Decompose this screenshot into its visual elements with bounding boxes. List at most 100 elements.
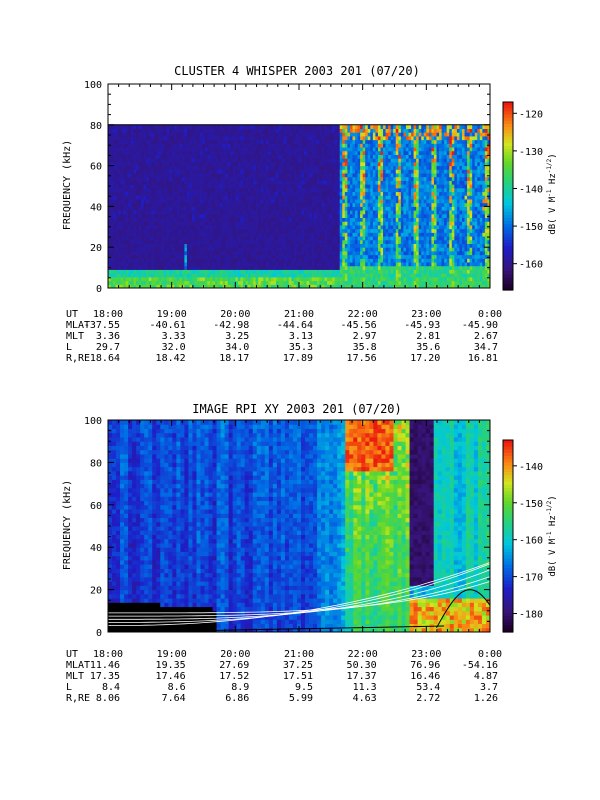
spectrogram-cell bbox=[316, 217, 320, 222]
spectrogram-cell bbox=[156, 265, 160, 270]
spectrogram-cell bbox=[181, 169, 185, 174]
spectrogram-cell bbox=[268, 269, 272, 274]
spectrogram-cell bbox=[237, 139, 241, 144]
spectrogram-cell bbox=[388, 143, 392, 148]
spectrogram-cell bbox=[164, 173, 168, 178]
spectrogram-cell bbox=[362, 135, 366, 141]
spectrogram-cell bbox=[334, 143, 338, 148]
spectrogram-cell bbox=[344, 173, 348, 178]
spectrogram-cell bbox=[225, 187, 229, 193]
spectrogram-cell bbox=[166, 250, 170, 256]
spectrogram-cell bbox=[347, 265, 351, 270]
spectrogram-cell bbox=[355, 150, 359, 155]
spectrogram-cell bbox=[375, 128, 379, 133]
spectrogram-cell bbox=[220, 254, 224, 259]
spectrogram-cell bbox=[176, 161, 180, 167]
spectrogram-cell bbox=[110, 210, 114, 215]
spectrogram-cell bbox=[128, 217, 132, 222]
spectrogram-cell bbox=[171, 158, 175, 163]
spectrogram-cell bbox=[377, 161, 381, 167]
spectrogram-cell bbox=[293, 198, 297, 204]
spectrogram-cell bbox=[327, 258, 331, 263]
spectrogram-cell bbox=[383, 269, 387, 274]
spectrogram-cell bbox=[146, 224, 150, 230]
spectrogram-cell bbox=[337, 217, 341, 222]
spectrogram-cell bbox=[204, 239, 208, 244]
spectrogram-cell bbox=[263, 154, 267, 159]
spectrogram-cell bbox=[197, 187, 201, 193]
spectrogram-cell bbox=[327, 284, 331, 289]
spectrogram-cell bbox=[237, 213, 241, 219]
spectrogram-cell bbox=[171, 124, 175, 130]
spectrogram-cell bbox=[286, 232, 290, 237]
spectrogram-cell bbox=[161, 143, 165, 148]
spectrogram-cell bbox=[133, 154, 137, 159]
spectrogram-cell bbox=[108, 247, 112, 252]
spectrogram-cell bbox=[365, 195, 369, 200]
spectrogram-cell bbox=[301, 232, 305, 237]
spectrogram-cell bbox=[158, 132, 162, 137]
spectrogram-cell bbox=[123, 210, 127, 215]
spectrogram-cell bbox=[377, 210, 381, 215]
spectrogram-cell bbox=[192, 217, 196, 222]
spectrogram-cell bbox=[357, 128, 361, 133]
spectrogram-cell bbox=[125, 169, 129, 174]
spectrogram-cell bbox=[286, 236, 290, 241]
spectrogram-cell bbox=[186, 262, 190, 267]
spectrogram-cell bbox=[110, 228, 114, 233]
spectrogram-cell bbox=[130, 143, 134, 148]
spectrogram-cell bbox=[143, 176, 147, 181]
spectrogram-cell bbox=[332, 150, 336, 155]
spectrogram-cell bbox=[235, 180, 239, 185]
spectrogram-cell bbox=[138, 254, 142, 259]
spectrogram-cell bbox=[352, 176, 356, 181]
spectrogram-cell bbox=[393, 135, 397, 141]
spectrogram-cell bbox=[321, 236, 325, 241]
spectrogram-cell bbox=[146, 262, 150, 267]
spectrogram-cell bbox=[174, 243, 178, 248]
spectrogram-cell bbox=[156, 206, 160, 211]
spectrogram-cell bbox=[316, 213, 320, 219]
spectrogram-cell bbox=[360, 135, 364, 141]
spectrogram-cell bbox=[372, 187, 376, 193]
spectrogram-cell bbox=[360, 239, 364, 244]
spectrogram-cell bbox=[181, 132, 185, 137]
spectrogram-cell bbox=[309, 228, 313, 233]
spectrogram-cell bbox=[342, 135, 346, 141]
spectrogram-cell bbox=[286, 191, 290, 196]
spectrogram-cell bbox=[283, 269, 287, 274]
spectrogram-cell bbox=[118, 265, 122, 270]
spectrogram-cell bbox=[304, 191, 308, 196]
spectrogram-cell bbox=[189, 262, 193, 267]
spectrogram-cell bbox=[230, 247, 234, 252]
spectrogram-cell bbox=[370, 202, 374, 207]
spectrogram-cell bbox=[390, 147, 394, 152]
spectrogram-cell bbox=[380, 176, 384, 181]
spectrogram-cell bbox=[337, 184, 341, 189]
spectrogram-cell bbox=[273, 224, 277, 230]
spectrogram-cell bbox=[110, 132, 114, 137]
spectrogram-cell bbox=[268, 150, 272, 155]
spectrogram-cell bbox=[133, 165, 137, 170]
spectrogram-cell bbox=[250, 158, 254, 163]
spectrogram-cell bbox=[293, 158, 297, 163]
spectrogram-cell bbox=[347, 191, 351, 196]
spectrogram-cell bbox=[349, 250, 353, 256]
spectrogram-cell bbox=[186, 195, 190, 200]
spectrogram-cell bbox=[156, 239, 160, 244]
spectrogram-cell bbox=[380, 273, 384, 278]
spectrogram-cell bbox=[176, 165, 180, 170]
spectrogram-cell bbox=[217, 124, 221, 130]
spectrogram-cell bbox=[332, 154, 336, 159]
spectrogram-cell bbox=[355, 254, 359, 259]
spectrogram-cell bbox=[253, 143, 257, 148]
spectrogram-cell bbox=[296, 147, 300, 152]
spectrogram-cell bbox=[133, 187, 137, 193]
spectrogram-cell bbox=[380, 276, 384, 282]
spectrogram-cell bbox=[110, 184, 114, 189]
spectrogram-cell bbox=[276, 273, 280, 278]
spectrogram-cell bbox=[250, 180, 254, 185]
spectrogram-cell bbox=[306, 198, 310, 204]
spectrogram-cell bbox=[148, 247, 152, 252]
spectrogram-cell bbox=[352, 173, 356, 178]
